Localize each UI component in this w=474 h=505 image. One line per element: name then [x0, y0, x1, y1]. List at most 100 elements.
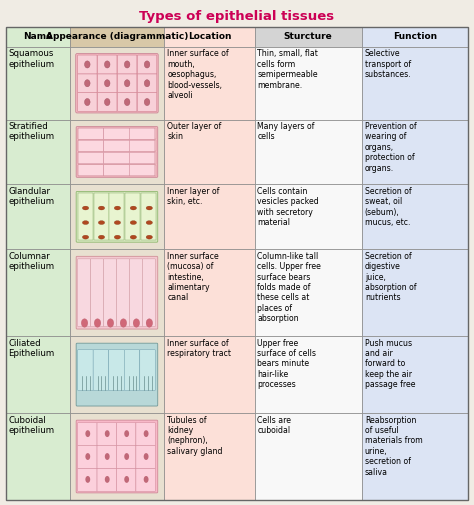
FancyBboxPatch shape [97, 469, 117, 491]
Ellipse shape [98, 206, 105, 210]
FancyBboxPatch shape [136, 423, 155, 445]
FancyBboxPatch shape [97, 445, 117, 469]
Ellipse shape [144, 80, 150, 87]
Text: Sturcture: Sturcture [284, 32, 333, 41]
Bar [164, 120, 255, 184]
Bar [78, 153, 156, 164]
Text: Inner surface
(mucosa) of
intestine,
alimentary
canal: Inner surface (mucosa) of intestine, ali… [167, 252, 219, 302]
Ellipse shape [94, 319, 101, 327]
Ellipse shape [98, 235, 105, 239]
Text: Cuboidal
epithelium: Cuboidal epithelium [9, 416, 55, 435]
FancyBboxPatch shape [140, 350, 155, 390]
FancyBboxPatch shape [118, 55, 137, 74]
FancyBboxPatch shape [129, 165, 155, 176]
FancyBboxPatch shape [78, 259, 91, 327]
Text: Tubules of
kidney
(nephron),
salivary gland: Tubules of kidney (nephron), salivary gl… [167, 416, 223, 456]
Bar [93, 193, 109, 240]
Ellipse shape [98, 221, 105, 225]
Ellipse shape [124, 476, 129, 483]
Ellipse shape [84, 61, 90, 68]
Bar [164, 249, 255, 336]
FancyBboxPatch shape [76, 257, 158, 329]
Bar [362, 184, 468, 249]
Bar [164, 47, 255, 120]
FancyBboxPatch shape [76, 54, 158, 113]
Bar [6, 27, 70, 47]
FancyBboxPatch shape [129, 128, 155, 139]
Bar [164, 184, 255, 249]
Bar [255, 184, 362, 249]
FancyBboxPatch shape [98, 92, 117, 112]
Ellipse shape [124, 61, 130, 68]
Text: Inner layer of
skin, etc.: Inner layer of skin, etc. [167, 187, 219, 207]
Bar [109, 193, 125, 240]
Text: Push mucus
and air
forward to
keep the air
passage free: Push mucus and air forward to keep the a… [365, 339, 415, 389]
Text: Upper free
surface of cells
bears minute
hair-like
processes: Upper free surface of cells bears minute… [257, 339, 317, 389]
FancyBboxPatch shape [78, 128, 104, 139]
FancyBboxPatch shape [129, 140, 155, 152]
Bar [255, 47, 362, 120]
Bar [78, 128, 156, 139]
Ellipse shape [84, 98, 90, 106]
Text: Column-like tall
cells. Upper free
surface bears
folds made of
these cells at
pl: Column-like tall cells. Upper free surfa… [257, 252, 321, 323]
Text: Stratified
epithelium: Stratified epithelium [9, 122, 55, 141]
Ellipse shape [82, 319, 88, 327]
Text: Ciliated
Epithelium: Ciliated Epithelium [9, 339, 55, 358]
Bar [362, 27, 468, 47]
Bar [362, 120, 468, 184]
Text: Appearance (diagrammatic): Appearance (diagrammatic) [46, 32, 188, 41]
Text: Reabsorption
of useful
materials from
urine,
secretion of
saliva: Reabsorption of useful materials from ur… [365, 416, 422, 477]
FancyBboxPatch shape [78, 423, 97, 445]
Bar [70, 413, 164, 500]
FancyBboxPatch shape [117, 469, 136, 491]
Ellipse shape [105, 453, 109, 460]
FancyBboxPatch shape [78, 140, 104, 152]
Bar [78, 165, 156, 176]
FancyBboxPatch shape [117, 445, 136, 469]
FancyBboxPatch shape [104, 140, 129, 152]
Text: Cells contain
vesicles packed
with secretory
material: Cells contain vesicles packed with secre… [257, 187, 319, 227]
Ellipse shape [84, 80, 90, 87]
Ellipse shape [85, 476, 90, 483]
Bar [70, 27, 164, 47]
Bar [164, 27, 255, 47]
FancyBboxPatch shape [137, 55, 157, 74]
Ellipse shape [130, 235, 137, 239]
FancyBboxPatch shape [137, 92, 157, 112]
Ellipse shape [85, 430, 90, 437]
Ellipse shape [124, 430, 129, 437]
Bar [362, 336, 468, 413]
Text: Inner surface of
respiratory tract: Inner surface of respiratory tract [167, 339, 231, 358]
Bar [255, 336, 362, 413]
Ellipse shape [144, 476, 148, 483]
Ellipse shape [114, 206, 120, 210]
Text: Glandular
epithelium: Glandular epithelium [9, 187, 55, 207]
Bar [6, 413, 70, 500]
Text: Columnar
epithelium: Columnar epithelium [9, 252, 55, 271]
FancyBboxPatch shape [78, 350, 93, 390]
Ellipse shape [120, 319, 127, 327]
Text: Secretion of
sweat, oil
(sebum),
mucus, etc.: Secretion of sweat, oil (sebum), mucus, … [365, 187, 411, 227]
FancyBboxPatch shape [118, 74, 137, 92]
Bar [6, 47, 70, 120]
FancyBboxPatch shape [78, 469, 97, 491]
Text: Thin, small, flat
cells form
semipermeable
membrane.: Thin, small, flat cells form semipermeab… [257, 49, 319, 90]
FancyBboxPatch shape [78, 153, 104, 164]
FancyBboxPatch shape [137, 74, 157, 92]
Bar [70, 249, 164, 336]
Bar [70, 336, 164, 413]
Text: Function: Function [393, 32, 437, 41]
Ellipse shape [124, 98, 130, 106]
FancyBboxPatch shape [118, 92, 137, 112]
Ellipse shape [130, 221, 137, 225]
Ellipse shape [144, 61, 150, 68]
FancyBboxPatch shape [124, 350, 140, 390]
FancyBboxPatch shape [76, 127, 158, 177]
FancyBboxPatch shape [129, 153, 155, 164]
FancyBboxPatch shape [104, 153, 129, 164]
FancyBboxPatch shape [76, 343, 158, 406]
Bar [70, 47, 164, 120]
Ellipse shape [124, 80, 130, 87]
FancyBboxPatch shape [78, 445, 97, 469]
FancyBboxPatch shape [117, 423, 136, 445]
